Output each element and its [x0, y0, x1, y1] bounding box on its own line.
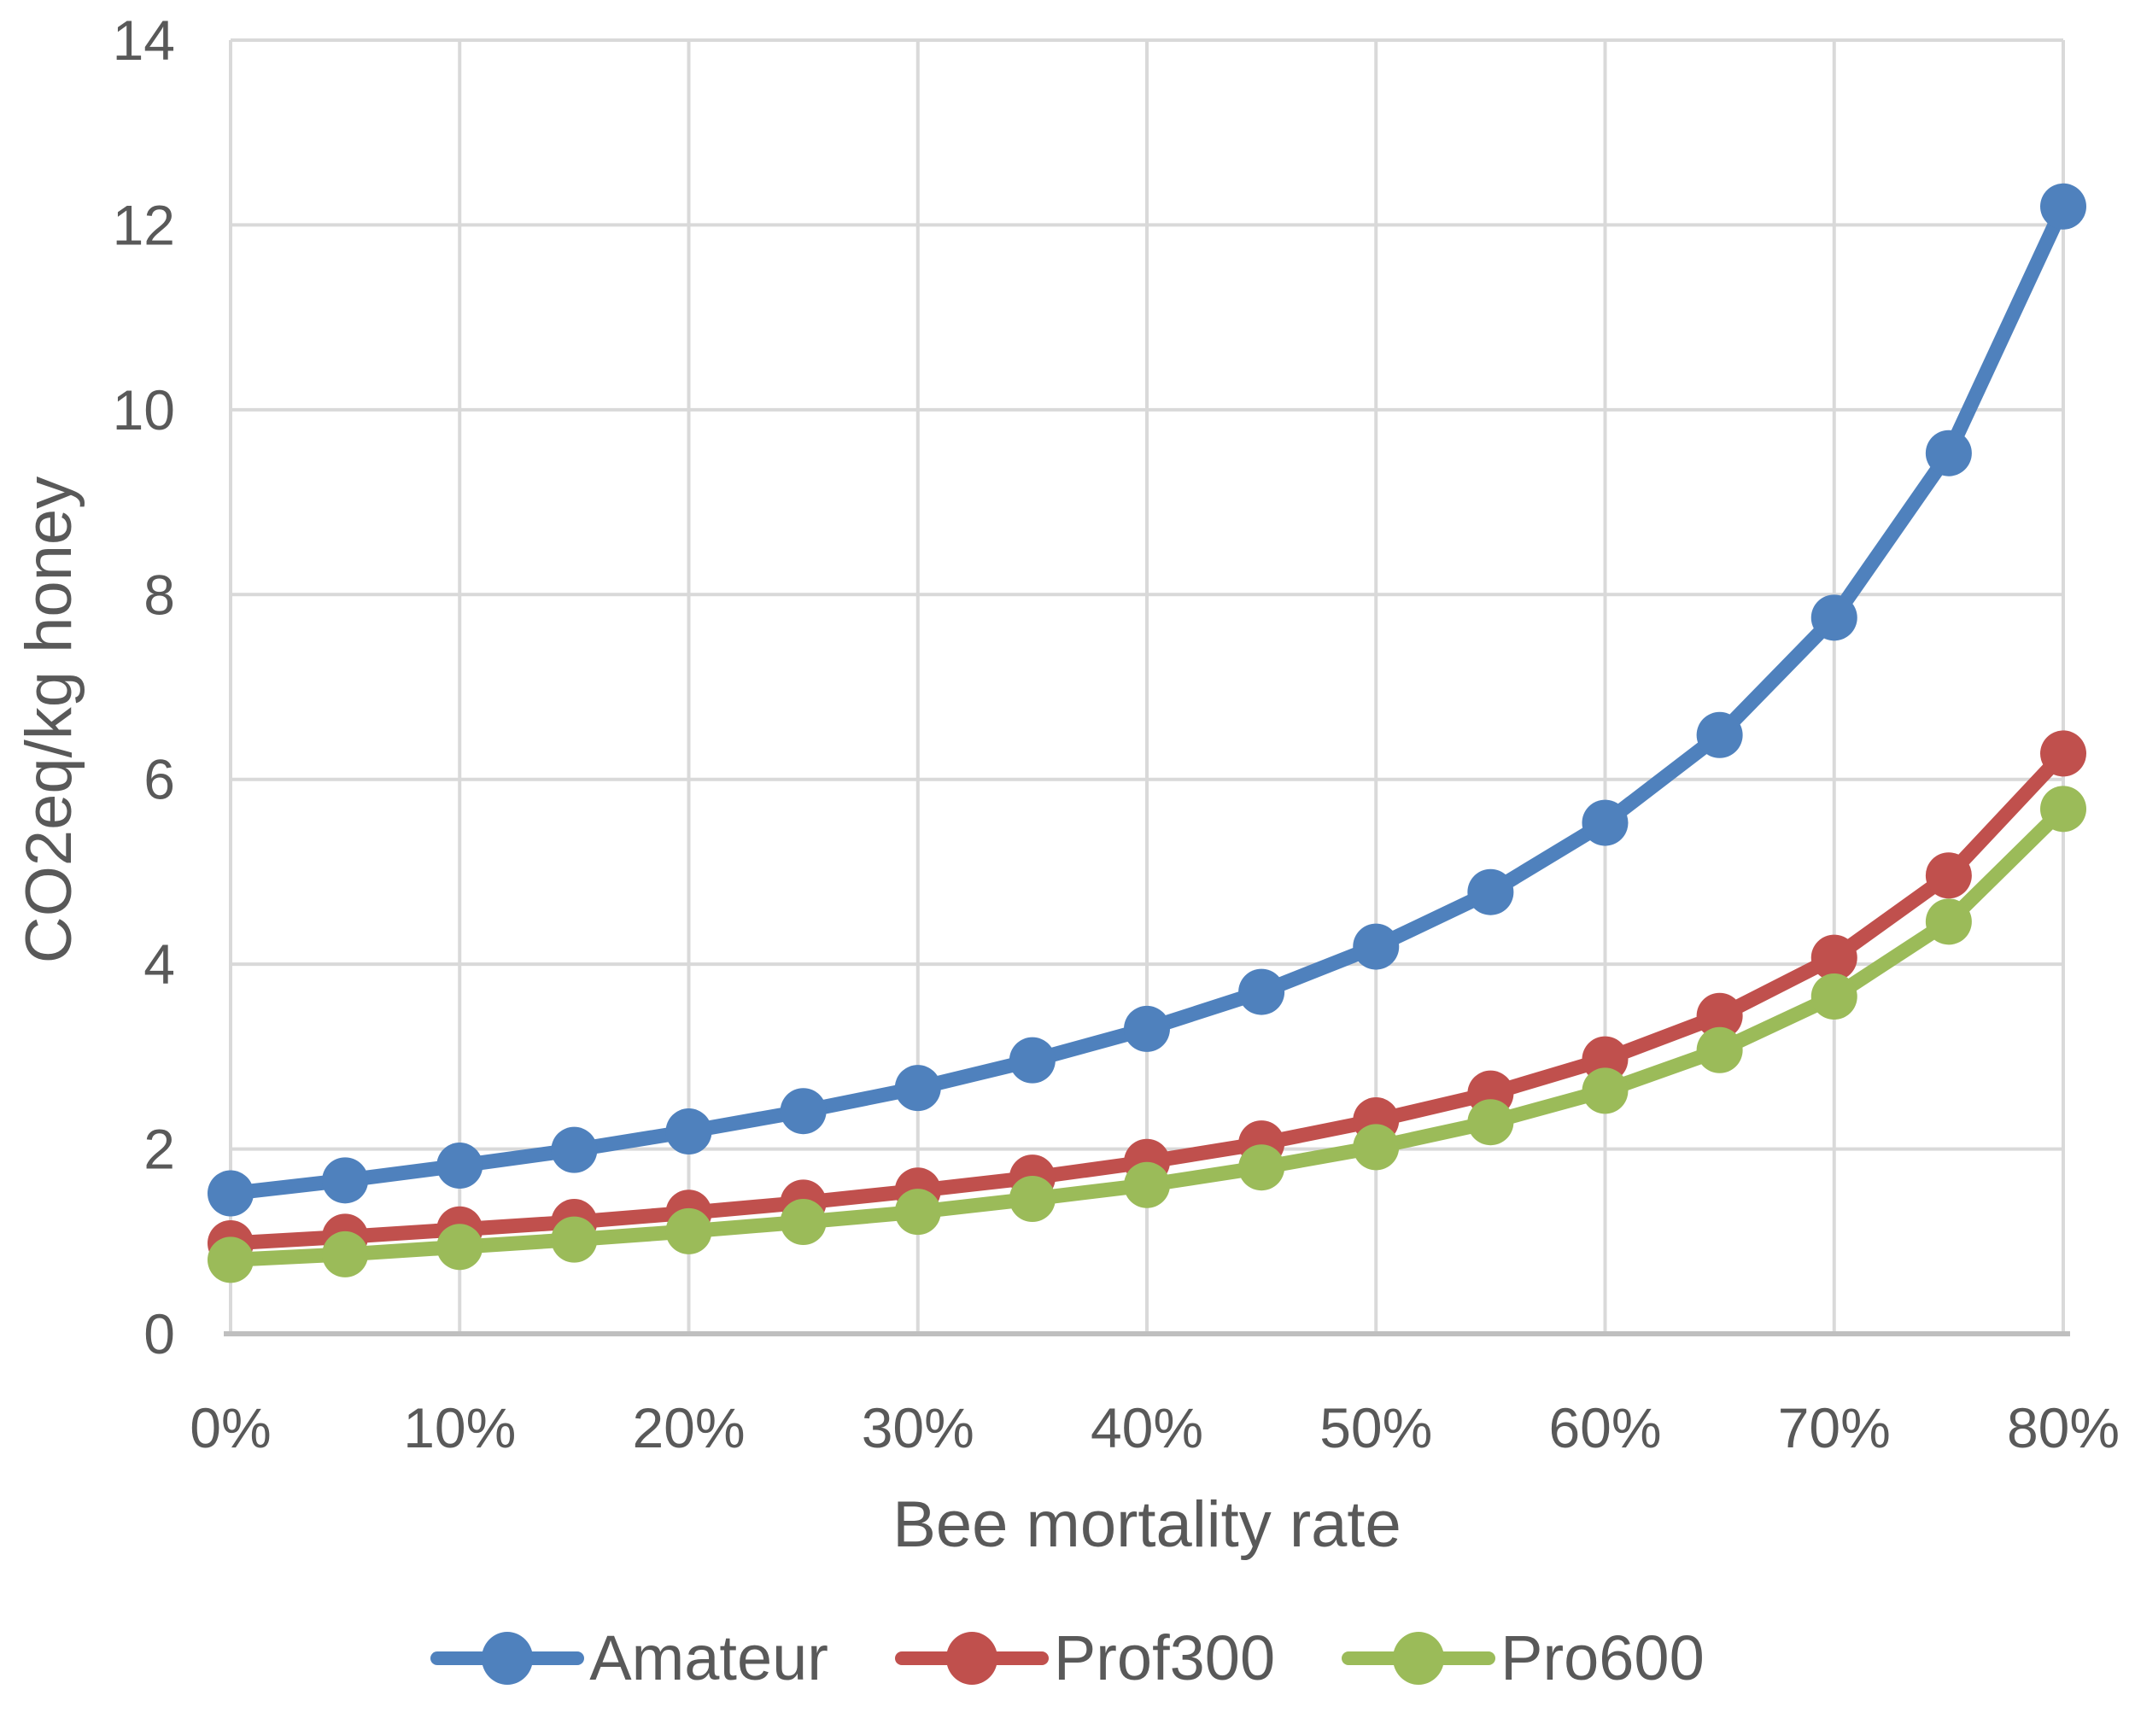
data-point: [894, 1189, 941, 1236]
data-point: [322, 1230, 369, 1277]
legend-line-marker-icon: [430, 1632, 585, 1685]
y-tick-label: 4: [143, 932, 175, 996]
y-tick-label: 12: [113, 193, 175, 256]
data-point: [1925, 430, 1972, 476]
data-point: [2040, 183, 2086, 230]
data-point: [1238, 968, 1285, 1015]
legend-line-marker-icon: [1342, 1632, 1496, 1685]
data-point: [1353, 1124, 1400, 1171]
y-tick-label: 10: [113, 378, 175, 441]
data-point: [1925, 852, 1972, 899]
y-tick-label: 6: [143, 748, 175, 811]
data-point: [2040, 786, 2086, 833]
data-point: [208, 1170, 254, 1217]
data-point: [551, 1216, 598, 1263]
data-point: [1009, 1037, 1056, 1084]
data-point: [1810, 934, 1857, 981]
x-tick-label: 0%: [190, 1396, 271, 1459]
y-tick-label: 0: [143, 1302, 175, 1365]
data-point: [1353, 923, 1400, 970]
data-point: [1582, 799, 1629, 846]
x-tick-label: 40%: [1091, 1396, 1203, 1459]
x-tick-label: 50%: [1319, 1396, 1432, 1459]
data-point: [1582, 1067, 1629, 1114]
data-point: [1925, 898, 1972, 945]
x-tick-label: 60%: [1548, 1396, 1661, 1459]
x-tick-label: 30%: [862, 1396, 974, 1459]
data-point: [2040, 730, 2086, 777]
data-point: [665, 1207, 712, 1254]
x-tick-label: 10%: [403, 1396, 516, 1459]
data-point: [436, 1143, 483, 1189]
data-point: [894, 1065, 941, 1112]
legend-line-marker-icon: [894, 1632, 1049, 1685]
data-point: [1124, 1005, 1170, 1052]
legend-item-prof300: Prof300: [894, 1622, 1276, 1693]
y-axis-title: CO2eq/kg honey: [13, 476, 85, 964]
data-point: [1810, 594, 1857, 641]
data-point: [1810, 973, 1857, 1020]
data-point: [208, 1236, 254, 1283]
data-point: [1238, 1144, 1285, 1191]
data-point: [1696, 992, 1743, 1039]
y-tick-label: 8: [143, 563, 175, 626]
data-point: [1009, 1176, 1056, 1223]
data-point: [1696, 1026, 1743, 1073]
x-tick-label: 70%: [1778, 1396, 1891, 1459]
legend-label: Pro600: [1500, 1622, 1705, 1693]
data-point: [1467, 1099, 1514, 1146]
data-point: [1124, 1161, 1170, 1208]
data-point: [1696, 711, 1743, 758]
x-tick-label: 80%: [2007, 1396, 2120, 1459]
data-point: [436, 1224, 483, 1271]
x-axis-title: Bee mortality rate: [892, 1488, 1401, 1561]
series-amateur: [208, 183, 2086, 1217]
data-point: [780, 1088, 827, 1135]
legend: Amateur Prof300 Pro600: [0, 1627, 2135, 1690]
data-point: [665, 1108, 712, 1155]
data-point: [322, 1157, 369, 1204]
x-tick-label: 20%: [632, 1396, 745, 1459]
y-tick-label: 2: [143, 1118, 175, 1181]
legend-label: Prof300: [1053, 1622, 1276, 1693]
legend-item-amateur: Amateur: [430, 1627, 828, 1690]
data-point: [780, 1199, 827, 1246]
data-point: [551, 1126, 598, 1173]
legend-item-pro600: Pro600: [1342, 1627, 1705, 1690]
y-tick-label: 14: [113, 9, 175, 72]
data-point: [1467, 868, 1514, 915]
gridlines: [229, 38, 2065, 1334]
series-pro600: [208, 786, 2086, 1283]
legend-label: Amateur: [589, 1622, 828, 1693]
